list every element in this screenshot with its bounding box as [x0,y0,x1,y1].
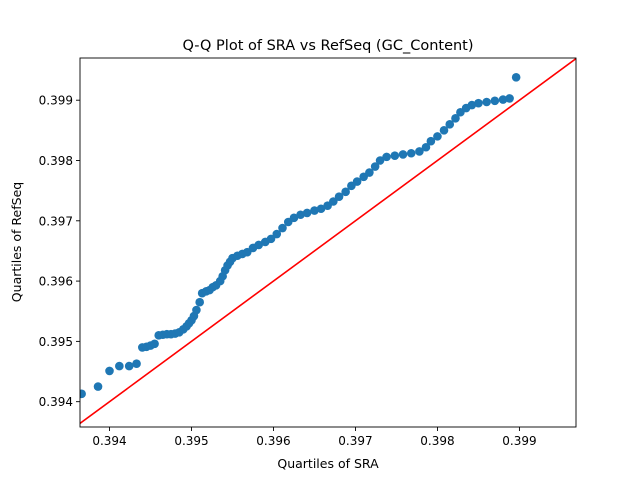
data-point [498,95,508,104]
data-point [329,197,338,206]
data-point [316,204,326,214]
data-point [421,142,431,152]
y-tick-label: 0.397 [39,214,73,228]
data-point [289,213,299,223]
data-point [482,97,491,107]
y-axis-ticks: 0.394 0.395 0.396 0.397 0.398 0.399 [39,94,80,409]
data-point [490,96,500,106]
y-tick-label: 0.399 [39,94,73,108]
x-axis-ticks: 0.394 0.395 0.396 0.397 0.398 0.399 [92,427,537,448]
data-point [382,152,391,162]
data-point [433,132,442,141]
data-point [451,113,460,123]
data-point [254,240,264,250]
y-tick-label: 0.395 [39,335,73,349]
data-point [115,361,124,371]
data-point [150,339,159,349]
data-point [334,192,344,201]
data-point [302,208,312,218]
x-tick-label: 0.397 [338,434,372,448]
x-axis-label: Quartiles of SRA [277,456,379,471]
data-point [341,187,350,197]
plot-frame [79,57,577,428]
data-point [390,151,400,160]
data-point [272,229,282,239]
data-point [474,98,483,108]
chart-title: Q-Q Plot of SRA vs RefSeq (GC_Content) [182,38,473,54]
x-tick-label: 0.395 [174,434,208,448]
reference-line-layer [80,58,576,425]
data-point [310,206,319,215]
data-point [124,361,134,371]
data-point [375,156,385,165]
y-tick-label: 0.394 [39,395,73,409]
y-axis-label: Quartiles of RefSeq [9,182,24,302]
data-point [439,126,449,135]
data-point [415,147,424,156]
data-point [93,382,103,391]
points-layer [80,72,521,399]
data-point [266,234,276,244]
data-point [445,120,455,129]
x-tick-label: 0.399 [502,434,536,448]
data-point [370,162,380,171]
data-point [398,150,408,159]
data-point [352,177,362,186]
data-point [296,210,305,220]
data-point [105,366,114,376]
y-tick-label: 0.396 [39,275,73,289]
data-point [406,148,416,158]
x-tick-label: 0.394 [92,434,126,448]
x-tick-label: 0.396 [256,434,290,448]
y-tick-label: 0.398 [39,154,73,168]
data-point [511,72,521,82]
data-point [467,100,477,110]
data-point [365,168,374,177]
data-point [278,223,287,233]
data-point [426,136,436,146]
data-point [505,94,514,103]
data-point [80,389,86,399]
x-tick-label: 0.398 [420,434,454,448]
data-point [132,359,141,368]
data-point [192,305,201,315]
reference-line [80,58,576,425]
data-point [195,297,204,307]
